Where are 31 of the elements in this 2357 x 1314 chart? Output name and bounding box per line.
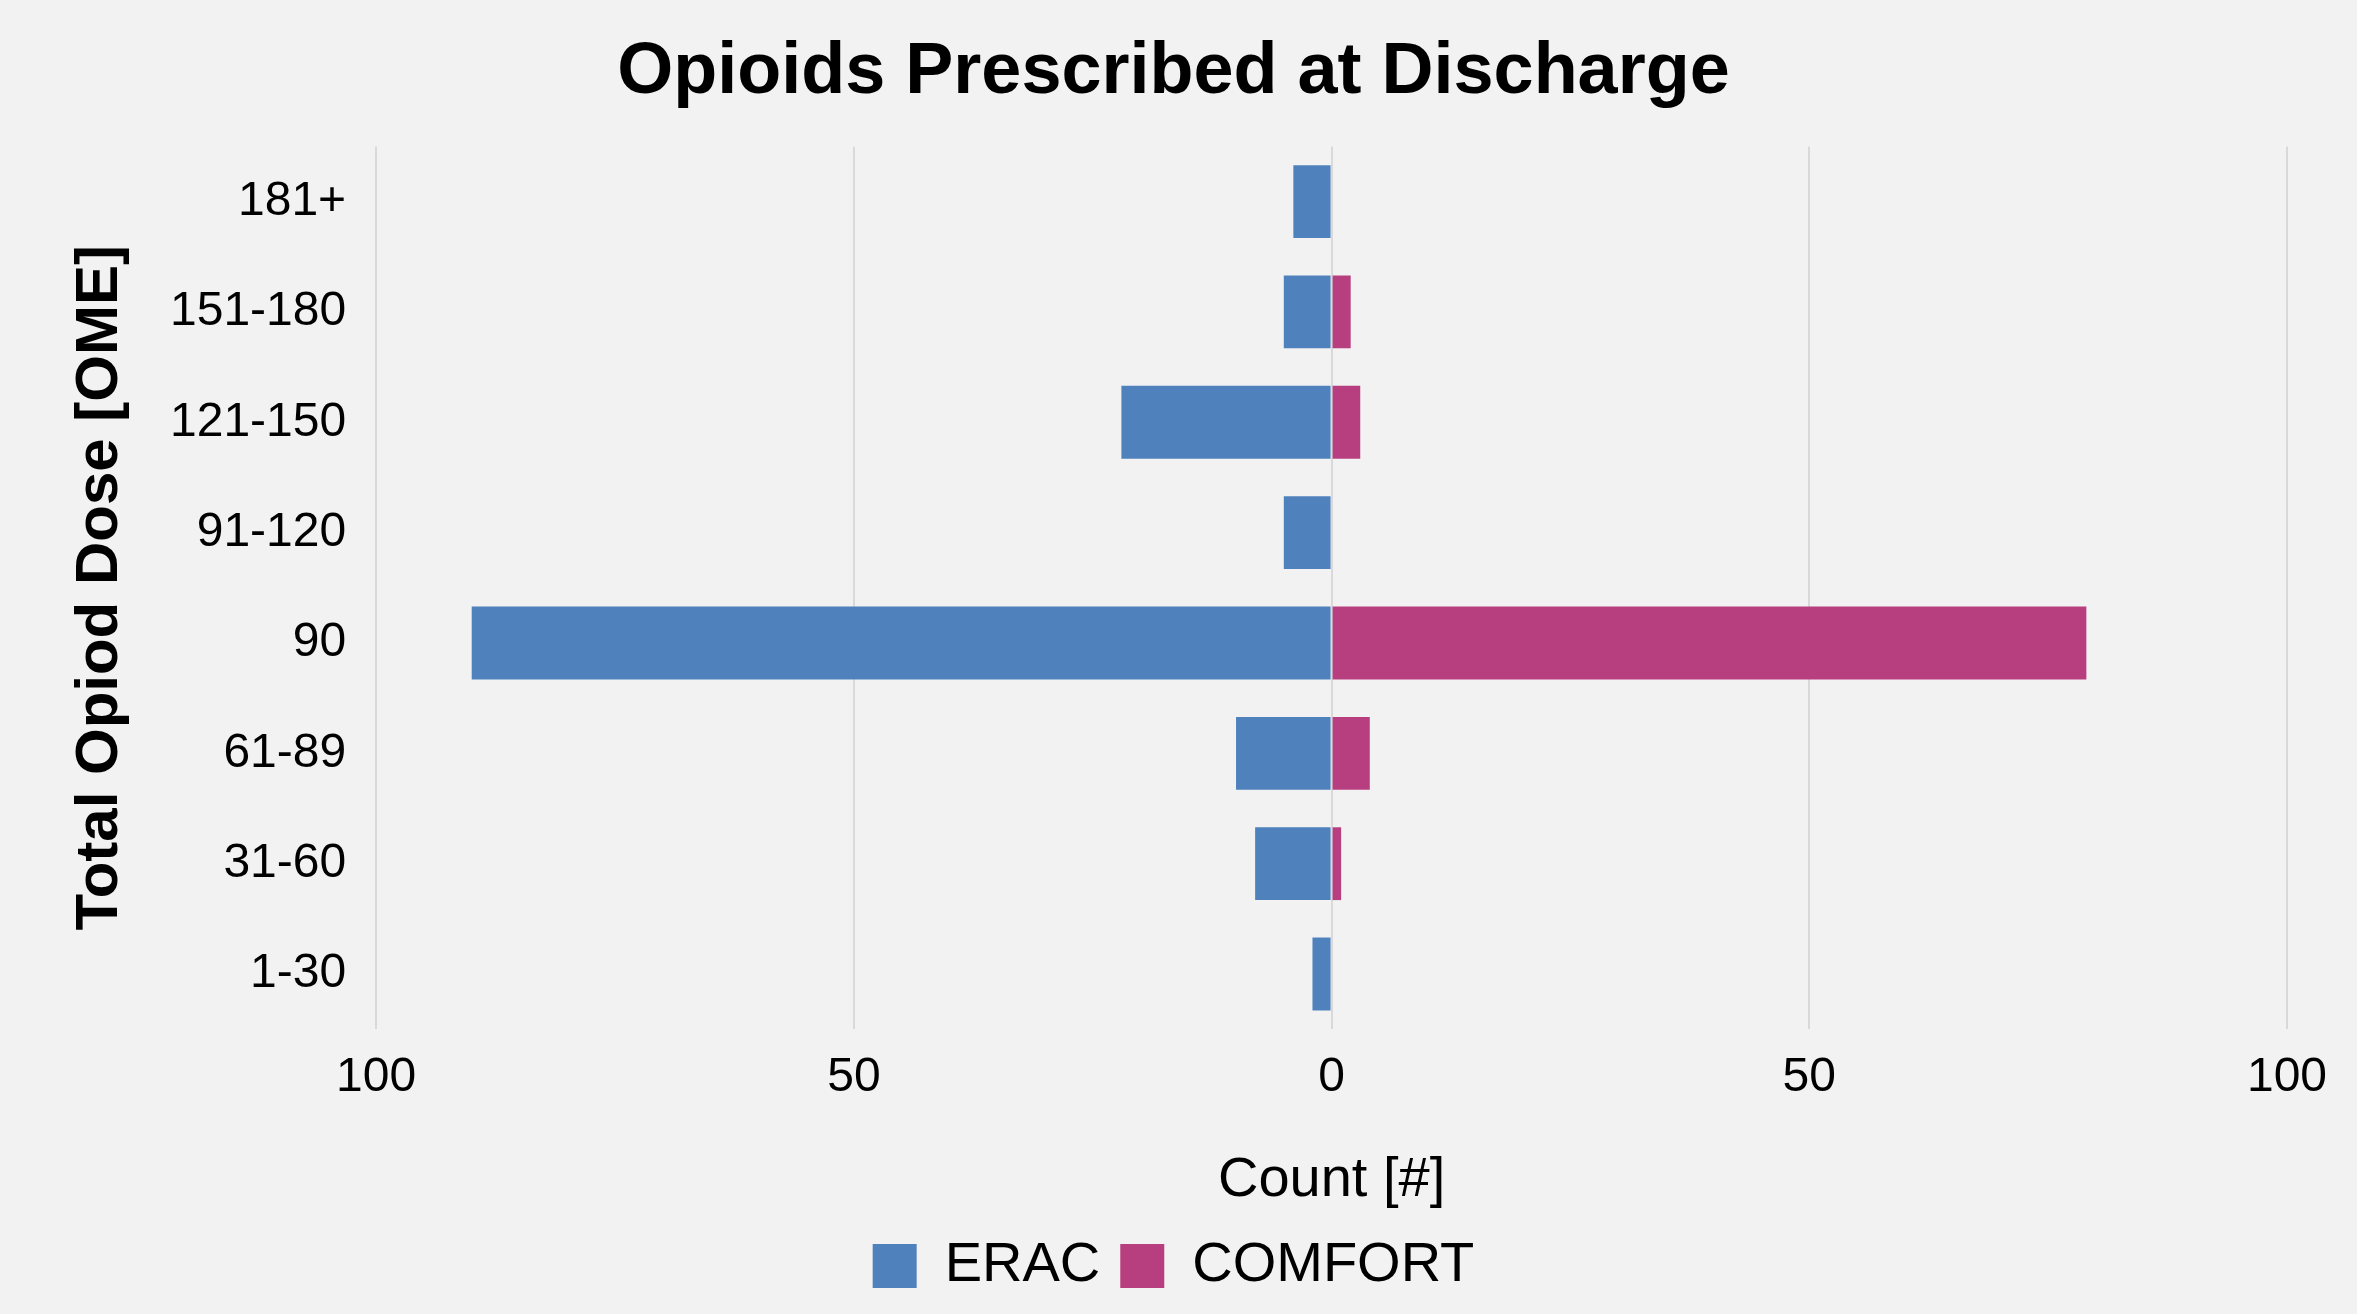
y-tick-label: 91-120: [196, 502, 347, 556]
bar: [1236, 716, 1331, 790]
x-tick-label: 0: [1318, 1048, 1345, 1102]
bar: [1332, 716, 1370, 790]
bar: [1332, 275, 1351, 349]
x-tick-label: 100: [2246, 1048, 2328, 1102]
y-tick-label: 1-30: [250, 944, 347, 998]
bar: [471, 606, 1331, 680]
y-tick-label: 31-60: [223, 833, 347, 887]
bar: [1312, 937, 1331, 1011]
y-tick-label: 151-180: [170, 282, 347, 336]
y-tick-label: 181+: [238, 171, 347, 225]
y-tick-label: 121-150: [170, 392, 347, 446]
bar: [1283, 496, 1331, 570]
chart-title: Opioids Prescribed at Discharge: [617, 28, 1730, 109]
x-tick-label: 100: [336, 1048, 417, 1102]
bar: [1332, 606, 2087, 680]
x-tick-label: 50: [1782, 1048, 1836, 1102]
bar: [1293, 165, 1331, 238]
y-tick-label: 61-89: [223, 723, 347, 777]
y-tick-label: 90: [292, 613, 347, 667]
x-axis-title: Count [#]: [1217, 1144, 1446, 1208]
y-axis-title: Total Opiod Dose [OME]: [62, 245, 130, 931]
legend-label: ERAC: [944, 1230, 1101, 1294]
bar: [1255, 827, 1331, 901]
legend-label: COMFORT: [1192, 1230, 1475, 1294]
bar: [1121, 385, 1331, 459]
bar: [1332, 827, 1342, 901]
x-tick-label: 50: [827, 1048, 881, 1102]
bar: [1283, 275, 1331, 349]
bar: [1332, 385, 1361, 459]
